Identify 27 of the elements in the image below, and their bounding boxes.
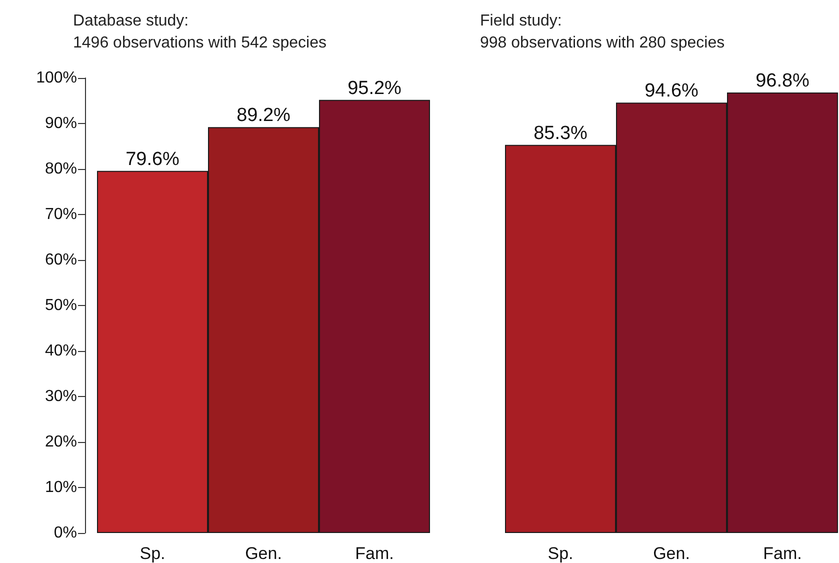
chart-subtitle: 998 observations with 280 species bbox=[480, 34, 725, 52]
x-tick-label: Sp. bbox=[548, 544, 574, 563]
chart-title: Field study: bbox=[480, 12, 562, 30]
data-label: 89.2% bbox=[236, 105, 291, 126]
y-tick-label: 50% bbox=[44, 297, 77, 314]
y-tick-label: 30% bbox=[44, 388, 77, 405]
x-tick-label: Fam. bbox=[763, 544, 802, 563]
x-tick-label: Gen. bbox=[653, 544, 690, 563]
x-tick-label: Gen. bbox=[245, 544, 282, 563]
y-tick-label: 10% bbox=[44, 479, 77, 496]
y-tick-label: 0% bbox=[54, 524, 77, 542]
y-tick-label: 60% bbox=[44, 252, 77, 268]
data-label: 79.6% bbox=[126, 148, 180, 170]
data-label: 94.6% bbox=[644, 80, 699, 102]
data-label: 85.3% bbox=[534, 122, 588, 144]
y-tick-label: 90% bbox=[44, 115, 77, 132]
data-label: 96.8% bbox=[756, 70, 810, 92]
chart-subtitle: 1496 observations with 542 species bbox=[73, 34, 326, 52]
x-tick-label: Fam. bbox=[355, 544, 394, 563]
data-label: 95.2% bbox=[348, 78, 402, 99]
x-tick-label: Sp. bbox=[140, 544, 166, 563]
y-tick-label: 80% bbox=[44, 160, 77, 178]
y-tick-label: 100% bbox=[36, 70, 77, 86]
y-tick-label: 70% bbox=[44, 206, 77, 223]
chart-title: Database study: bbox=[73, 12, 189, 30]
y-tick-label: 40% bbox=[44, 342, 77, 360]
y-tick-label: 20% bbox=[44, 434, 77, 450]
